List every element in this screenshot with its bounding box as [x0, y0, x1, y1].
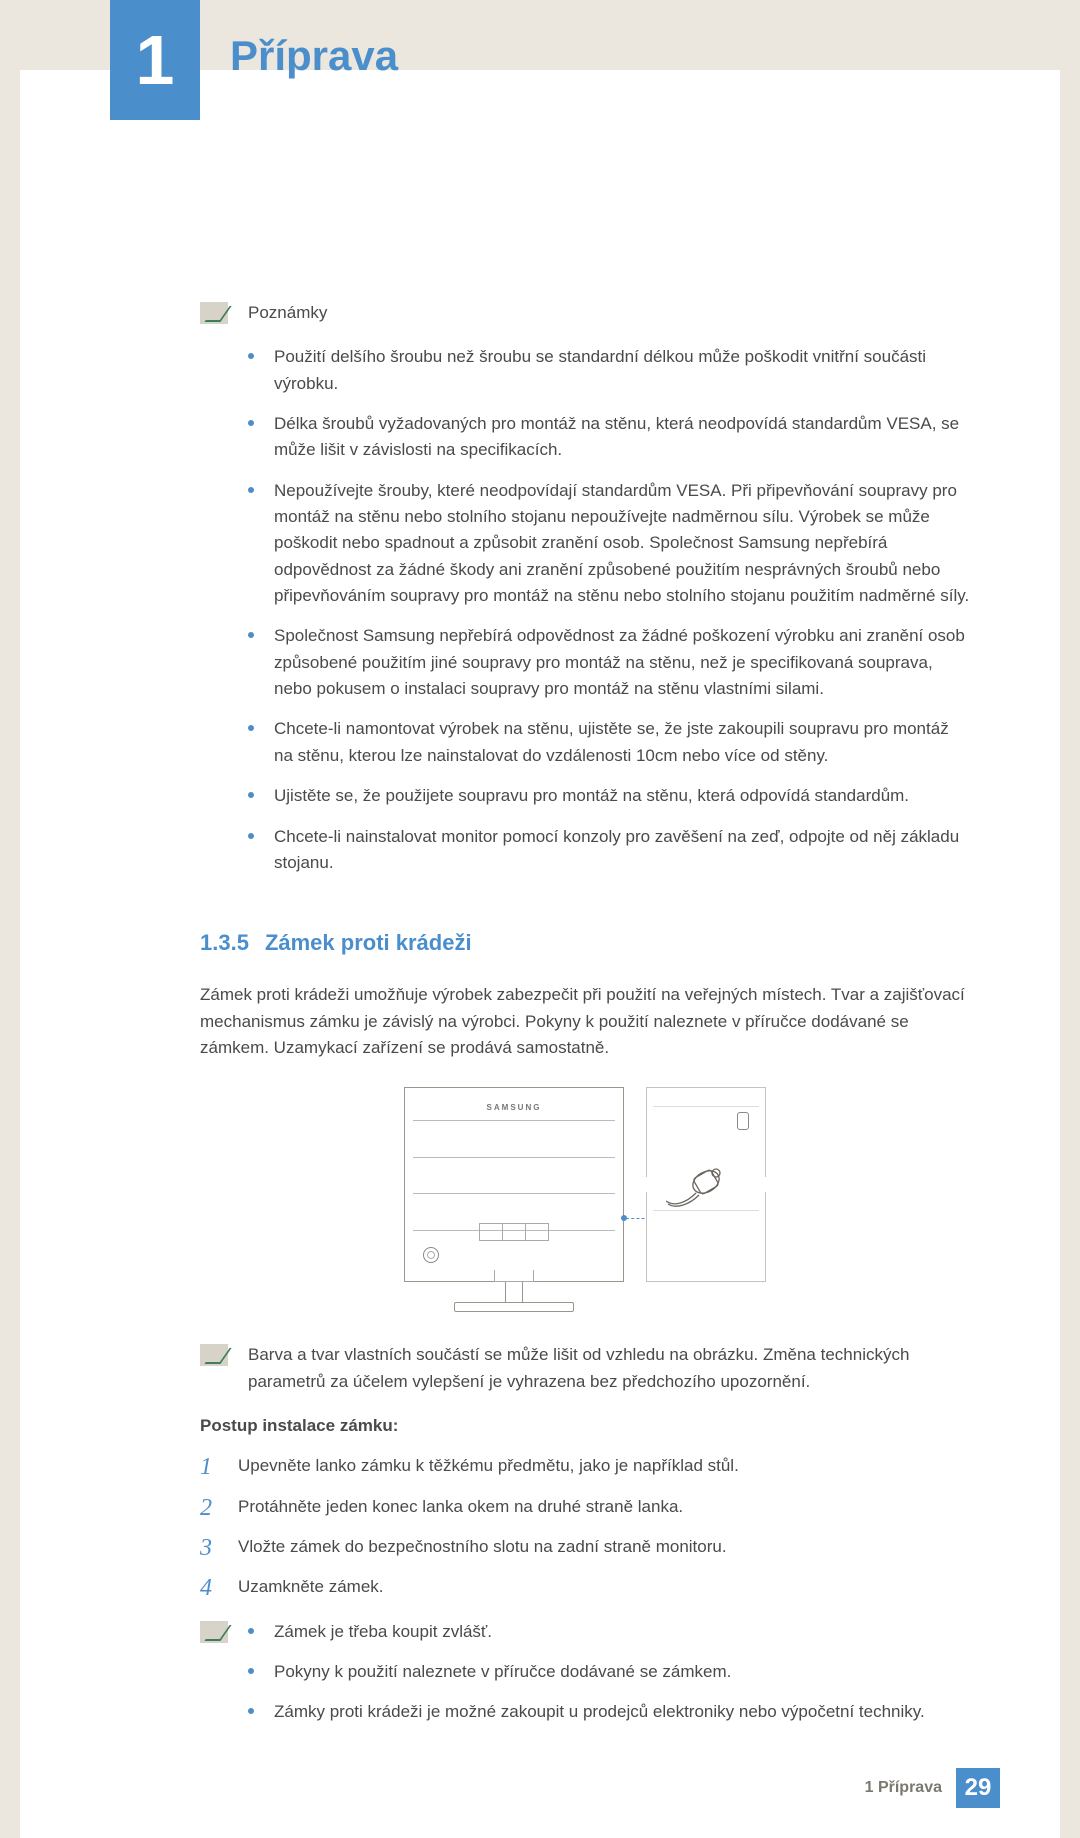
step-item: Upevněte lanko zámku k těžkému předmětu,… — [200, 1453, 970, 1479]
list-item: Zámky proti krádeži je možné zakoupit u … — [248, 1699, 970, 1725]
note-text: Délka šroubů vyžadovaných pro montáž na … — [274, 414, 959, 459]
step-text: Vložte zámek do bezpečnostního slotu na … — [238, 1537, 727, 1556]
color-note-text: Barva a tvar vlastních součástí se může … — [248, 1342, 970, 1395]
monitor-back: SAMSUNG — [404, 1087, 624, 1282]
lock-zoom-figure — [646, 1087, 766, 1282]
list-item: Zámek je třeba koupit zvlášť. — [248, 1619, 970, 1645]
note-icon — [200, 1621, 228, 1643]
list-item: Pokyny k použití naleznete v příručce do… — [248, 1659, 970, 1685]
section-number: 1.3.5 — [200, 930, 249, 955]
note-text: Společnost Samsung nepřebírá odpovědnost… — [274, 626, 965, 698]
list-item: Délka šroubů vyžadovaných pro montáž na … — [248, 411, 970, 464]
step-item: Uzamkněte zámek. — [200, 1574, 970, 1600]
section-heading: 1.3.5 Zámek proti krádeži — [200, 926, 970, 960]
note-text: Použití delšího šroubu než šroubu se sta… — [274, 347, 926, 392]
list-item: Ujistěte se, že použijete soupravu pro m… — [248, 783, 970, 809]
security-slot-icon — [423, 1247, 439, 1263]
section-title: Zámek proti krádeži — [265, 930, 472, 955]
list-item: Chcete-li nainstalovat monitor pomocí ko… — [248, 824, 970, 877]
monitor-stand-base — [454, 1302, 574, 1312]
section-paragraph: Zámek proti krádeži umožňuje výrobek zab… — [200, 982, 970, 1061]
step-item: Protáhněte jeden konec lanka okem na dru… — [200, 1494, 970, 1520]
procedure-heading: Postup instalace zámku: — [200, 1413, 970, 1439]
panel-knob — [737, 1112, 749, 1130]
page-number: 29 — [956, 1768, 1000, 1808]
color-note-block: Barva a tvar vlastních součástí se může … — [200, 1342, 970, 1395]
step-text: Upevněte lanko zámku k těžkému předmětu,… — [238, 1456, 739, 1475]
monitor-panel-lines — [413, 1120, 615, 1231]
chapter-number: 1 — [136, 20, 175, 100]
chapter-number-box: 1 — [110, 0, 200, 120]
list-item: Společnost Samsung nepřebírá odpovědnost… — [248, 623, 970, 702]
note-icon — [200, 1344, 228, 1366]
monitor-stand-neck — [505, 1281, 523, 1303]
extra-note-block: Zámek je třeba koupit zvlášť. Pokyny k p… — [200, 1619, 970, 1740]
step-text: Uzamkněte zámek. — [238, 1577, 384, 1596]
note-text: Chcete-li nainstalovat monitor pomocí ko… — [274, 827, 959, 872]
list-item: Chcete-li namontovat výrobek na stěnu, u… — [248, 716, 970, 769]
monitor-figure: SAMSUNG — [404, 1087, 624, 1312]
monitor-ports — [479, 1223, 549, 1241]
note-label: Poznámky — [248, 300, 327, 326]
monitor-brand: SAMSUNG — [405, 1102, 623, 1114]
step-text: Protáhněte jeden konec lanka okem na dru… — [238, 1497, 683, 1516]
page-footer: 1 Příprava 29 — [865, 1768, 1000, 1808]
list-item: Nepoužívejte šrouby, které neodpovídají … — [248, 478, 970, 610]
note-text: Chcete-li namontovat výrobek na stěnu, u… — [274, 719, 949, 764]
procedure-steps: Upevněte lanko zámku k těžkému předmětu,… — [200, 1453, 970, 1600]
content-area: Poznámky Použití delšího šroubu než šrou… — [20, 70, 1060, 1740]
note-icon — [200, 302, 228, 324]
note-text: Nepoužívejte šrouby, které neodpovídají … — [274, 481, 969, 605]
note-text: Zámek je třeba koupit zvlášť. — [274, 1622, 492, 1641]
chapter-title: Příprava — [230, 32, 398, 80]
list-item: Použití delšího šroubu než šroubu se sta… — [248, 344, 970, 397]
footer-label: 1 Příprava — [865, 1779, 942, 1797]
note-text: Pokyny k použití naleznete v příručce do… — [274, 1662, 731, 1681]
notes-list: Použití delšího šroubu než šroubu se sta… — [248, 344, 970, 876]
extra-notes-list: Zámek je třeba koupit zvlášť. Pokyny k p… — [248, 1619, 970, 1740]
note-text: Ujistěte se, že použijete soupravu pro m… — [274, 786, 909, 805]
monitor-cable-cover — [494, 1270, 534, 1282]
lock-diagram: SAMSUNG — [200, 1087, 970, 1312]
lock-icon — [666, 1157, 736, 1217]
step-item: Vložte zámek do bezpečnostního slotu na … — [200, 1534, 970, 1560]
note-text: Zámky proti krádeži je možné zakoupit u … — [274, 1702, 925, 1721]
note-block: Poznámky — [200, 300, 970, 326]
page: 1 Příprava Poznámky Použití delšího šrou… — [20, 0, 1060, 1838]
